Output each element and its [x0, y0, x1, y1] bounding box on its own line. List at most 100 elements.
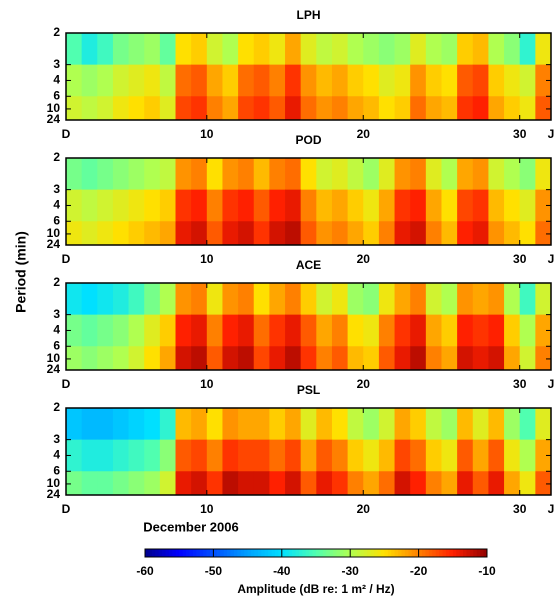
heat-cell — [410, 33, 427, 66]
colorbar-segment — [189, 549, 194, 557]
heat-cell — [66, 408, 83, 441]
heat-cell — [81, 283, 98, 316]
y-tick-label: 4 — [53, 323, 60, 337]
heat-cell — [144, 346, 161, 371]
heat-cell — [519, 283, 536, 316]
heat-cell — [347, 346, 364, 371]
colorbar-tick-label: -30 — [342, 564, 360, 578]
heat-cell — [66, 283, 83, 316]
heat-cell — [128, 471, 145, 496]
heat-cell — [316, 158, 333, 191]
heat-cell — [472, 439, 489, 472]
colorbar-segment — [463, 549, 467, 557]
heat-cell — [97, 96, 114, 121]
heat-cell — [128, 439, 145, 472]
heat-cell — [425, 96, 442, 121]
heat-cell — [206, 408, 223, 441]
colorbar-segment — [251, 549, 255, 557]
heat-cell — [378, 439, 395, 472]
colorbar-segment — [209, 549, 214, 557]
colorbar-segment — [445, 549, 450, 557]
heat-cell — [378, 221, 395, 246]
x-tick-label: 10 — [200, 377, 214, 391]
heat-cell — [222, 314, 239, 347]
heat-cell — [488, 33, 505, 66]
heat-cell — [535, 158, 552, 191]
heat-cell — [222, 439, 239, 472]
panel-frame — [65, 32, 552, 121]
heat-cell — [363, 314, 380, 347]
heat-cell — [410, 189, 427, 222]
heat-cell — [81, 439, 98, 472]
heat-cell — [191, 346, 208, 371]
heat-cell — [159, 221, 176, 246]
colorbar-segment — [336, 549, 341, 557]
x-tick-label: 30 — [513, 502, 527, 516]
colorbar-segment — [165, 549, 170, 557]
colorbar-segment — [199, 549, 204, 557]
colorbar-segment — [240, 549, 245, 557]
heat-cell — [519, 189, 536, 222]
x-tick-label: 10 — [200, 502, 214, 516]
colorbar-segment — [343, 549, 348, 557]
heat-cell — [238, 64, 255, 97]
heat-cell — [269, 96, 286, 121]
heat-cell — [488, 346, 505, 371]
heat-cell — [175, 408, 192, 441]
heat-cell — [253, 158, 270, 191]
heat-cell — [175, 64, 192, 97]
colorbar-segment — [155, 549, 160, 557]
heat-cell — [97, 64, 114, 97]
heat-cell — [112, 346, 129, 371]
heat-cell — [81, 471, 98, 496]
heat-cell — [457, 408, 474, 441]
heat-cell — [347, 408, 364, 441]
heat-cell — [269, 221, 286, 246]
colorbar-segment — [377, 549, 382, 557]
heat-cell — [316, 96, 333, 121]
heat-cell — [425, 64, 442, 97]
colorbar-tick-label: -20 — [410, 564, 428, 578]
colorbar-segment — [394, 549, 399, 557]
heat-cell — [331, 471, 349, 496]
heat-cell — [144, 439, 161, 472]
colorbar-tick-label: -60 — [136, 564, 154, 578]
colorbar-segment — [350, 549, 355, 557]
x-tick-label: 30 — [513, 252, 527, 266]
heat-cell — [300, 96, 317, 121]
heat-cell — [441, 408, 458, 441]
heat-cell — [253, 221, 270, 246]
colorbar-segment — [425, 549, 430, 557]
colorbar-segment — [182, 549, 187, 557]
heat-cell — [316, 346, 333, 371]
heat-cell — [285, 408, 302, 441]
heat-cell — [253, 346, 270, 371]
heat-cell — [66, 439, 83, 472]
heat-cell — [269, 408, 286, 441]
heat-cell — [316, 189, 333, 222]
heat-cell — [285, 471, 302, 496]
heat-cell — [488, 158, 505, 191]
heat-cell — [472, 283, 489, 316]
heat-cell — [112, 283, 129, 316]
heat-cell — [253, 439, 270, 472]
colorbar-segment — [346, 549, 351, 557]
heat-cell — [238, 283, 255, 316]
heat-cell — [222, 96, 239, 121]
heat-cell — [66, 314, 83, 347]
heat-cell — [191, 314, 208, 347]
heat-cell — [394, 64, 411, 97]
heat-cell — [425, 158, 442, 191]
heat-cell — [285, 96, 302, 121]
x-tick-label: D — [62, 127, 71, 141]
colorbar-segment — [418, 549, 423, 557]
heat-cell — [128, 314, 145, 347]
heat-cell — [378, 189, 395, 222]
heat-cell — [363, 408, 380, 441]
heat-cell — [175, 158, 192, 191]
heat-cell — [363, 33, 380, 66]
colorbar-segment — [480, 549, 485, 557]
heat-cell — [238, 96, 255, 121]
heat-cell — [535, 33, 552, 66]
heat-cell — [347, 64, 364, 97]
